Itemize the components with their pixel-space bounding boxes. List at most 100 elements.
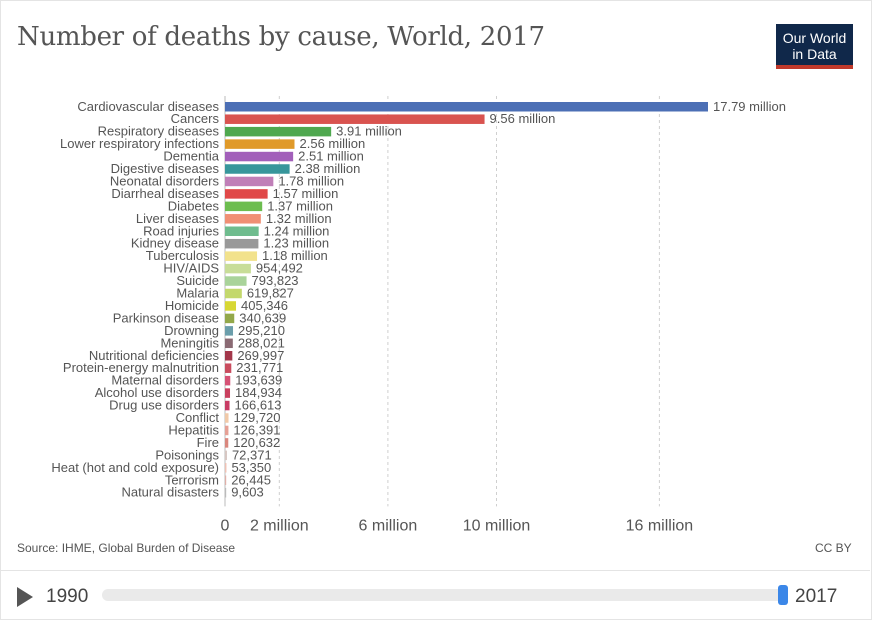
category-label: Natural disasters <box>121 485 219 500</box>
x-tick-label: 10 million <box>463 517 531 534</box>
category-label: Liver diseases <box>136 211 220 226</box>
bar[interactable] <box>225 263 251 274</box>
category-label: Parkinson disease <box>113 310 219 325</box>
category-label: Malaria <box>176 286 219 301</box>
x-tick-label: 16 million <box>626 517 694 534</box>
bar[interactable] <box>225 288 242 299</box>
value-label: 2.38 million <box>295 161 361 176</box>
category-label: Dementia <box>163 149 219 164</box>
bar[interactable] <box>225 151 294 162</box>
value-label: 1.32 million <box>266 211 332 226</box>
bar[interactable] <box>225 176 274 187</box>
chart-title: Number of deaths by cause, World, 2017 <box>17 22 545 52</box>
bar[interactable] <box>225 438 229 448</box>
value-label: 340,639 <box>239 310 286 325</box>
bar[interactable] <box>225 276 247 286</box>
category-label: Cardiovascular diseases <box>77 99 219 114</box>
bar[interactable] <box>225 313 235 324</box>
bar[interactable] <box>225 326 234 336</box>
category-label: Alcohol use disorders <box>95 385 220 400</box>
bar[interactable] <box>225 475 227 486</box>
category-label: Drowning <box>164 323 219 338</box>
value-label: 26,445 <box>231 472 271 487</box>
bar[interactable] <box>225 214 261 224</box>
bar[interactable] <box>225 201 263 212</box>
value-label: 53,350 <box>231 460 271 475</box>
value-label: 129,720 <box>234 410 281 425</box>
value-label: 2.56 million <box>300 136 366 151</box>
value-label: 954,492 <box>256 261 303 276</box>
bar[interactable] <box>225 238 259 249</box>
value-label: 619,827 <box>247 286 294 301</box>
value-label: 2.51 million <box>298 149 364 164</box>
bar[interactable] <box>225 114 485 124</box>
timeline-track[interactable] <box>102 589 784 601</box>
category-label: Hepatitis <box>168 422 219 437</box>
value-label: 1.37 million <box>267 198 333 213</box>
bar[interactable] <box>225 463 227 473</box>
bar[interactable] <box>225 450 227 461</box>
category-label: Nutritional deficiencies <box>89 348 220 363</box>
x-tick-label: 6 million <box>359 517 418 534</box>
category-label: Kidney disease <box>131 236 219 251</box>
category-label: Diarrheal diseases <box>111 186 219 201</box>
category-label: Meningitis <box>160 335 219 350</box>
bar[interactable] <box>225 139 295 149</box>
category-label: Fire <box>197 435 219 450</box>
bar[interactable] <box>225 164 290 174</box>
play-icon[interactable] <box>17 587 33 607</box>
bar[interactable] <box>225 388 231 398</box>
logo-line-2: in Data <box>792 46 837 62</box>
value-label: 3.91 million <box>336 124 402 139</box>
bar[interactable] <box>225 226 259 237</box>
value-label: 288,021 <box>238 335 285 350</box>
x-tick-label: 0 <box>221 517 230 534</box>
value-label: 269,997 <box>237 348 284 363</box>
bar[interactable] <box>225 425 229 436</box>
timeline-handle[interactable] <box>778 585 788 605</box>
bar[interactable] <box>225 102 708 112</box>
source-note[interactable]: Source: IHME, Global Burden of Disease <box>17 541 236 555</box>
bar[interactable] <box>225 351 233 361</box>
category-label: Heat (hot and cold exposure) <box>51 460 219 475</box>
value-label: 193,639 <box>235 373 282 388</box>
owid-logo[interactable]: Our World in Data <box>776 24 853 69</box>
value-label: 1.23 million <box>263 236 329 251</box>
category-label: Diabetes <box>168 198 220 213</box>
category-label: Homicide <box>165 298 219 313</box>
license-link[interactable]: CC BY <box>815 541 852 555</box>
value-label: 405,346 <box>241 298 288 313</box>
category-label: Drug use disorders <box>109 398 219 413</box>
category-label: Poisonings <box>155 447 219 462</box>
value-label: 793,823 <box>252 273 299 288</box>
value-label: 9.56 million <box>490 111 556 126</box>
value-label: 1.78 million <box>278 173 344 188</box>
category-label: Road injuries <box>143 223 219 238</box>
bar[interactable] <box>225 375 231 386</box>
value-label: 1.24 million <box>264 223 330 238</box>
bar[interactable] <box>225 301 237 311</box>
bar[interactable] <box>225 189 268 199</box>
bar[interactable] <box>225 487 227 498</box>
bar[interactable] <box>225 413 229 423</box>
timeline-end-year: 2017 <box>795 586 838 607</box>
value-label: 72,371 <box>232 447 272 462</box>
bar[interactable] <box>225 363 232 373</box>
bar[interactable] <box>225 251 258 261</box>
category-label: Terrorism <box>165 472 219 487</box>
timeline: 1990 2017 <box>0 570 870 619</box>
bar[interactable] <box>225 338 233 349</box>
bar[interactable] <box>225 400 230 411</box>
value-label: 1.57 million <box>273 186 339 201</box>
category-label: Cancers <box>171 111 220 126</box>
category-label: Conflict <box>176 410 220 425</box>
bar[interactable] <box>225 126 332 137</box>
value-label: 126,391 <box>233 422 280 437</box>
value-label: 120,632 <box>233 435 280 450</box>
value-label: 184,934 <box>235 385 282 400</box>
category-label: Respiratory diseases <box>98 124 220 139</box>
category-label: Digestive diseases <box>111 161 220 176</box>
value-label: 231,771 <box>236 360 283 375</box>
value-label: 295,210 <box>238 323 285 338</box>
value-label: 1.18 million <box>262 248 328 263</box>
